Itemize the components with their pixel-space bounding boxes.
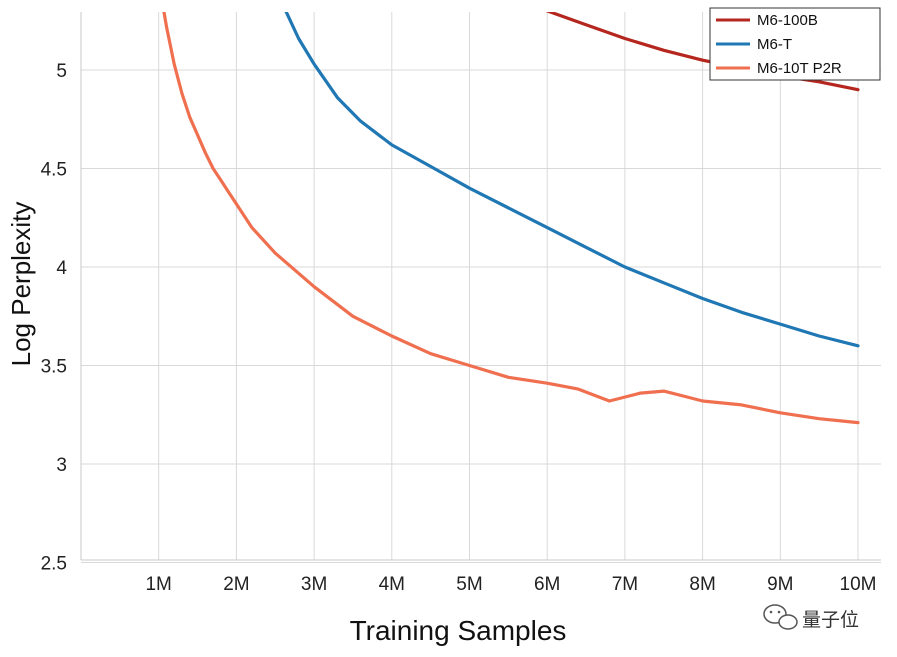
x-tick-label: 5M <box>456 574 482 595</box>
legend-label-m6-10t-p2r: M6-10T P2R <box>757 60 842 77</box>
x-tick-label: 10M <box>840 574 877 595</box>
x-tick-label: 6M <box>534 574 560 595</box>
x-tick-labels: 1M 2M 3M 4M 5M 6M 7M 8M 9M 10M <box>145 574 876 595</box>
y-axis-title: Log Perplexity <box>6 202 36 367</box>
y-tick-label: 3 <box>56 455 67 476</box>
series-line-m6-10t-p2r <box>162 12 860 425</box>
y-tick-labels: 2.533.544.555.566.57 <box>41 61 68 575</box>
legend-label-m6-100b: M6-100B <box>757 12 818 29</box>
y-tick-label: 3.5 <box>41 357 67 378</box>
x-tick-label: 1M <box>145 574 171 595</box>
x-tick-label: 9M <box>767 574 793 595</box>
x-tick-label: 7M <box>612 574 638 595</box>
x-tick-label: 2M <box>223 574 249 595</box>
x-axis-title: Training Samples <box>350 615 567 646</box>
x-tick-label: 3M <box>301 574 327 595</box>
x-tick-label: 8M <box>689 574 715 595</box>
axes <box>80 12 881 561</box>
grid <box>81 12 881 563</box>
y-tick-label: 2.5 <box>41 554 67 575</box>
legend-label-m6-t: M6-T <box>757 36 792 53</box>
y-tick-label: 5 <box>56 61 67 82</box>
wechat-icon <box>763 604 798 630</box>
y-tick-label: 4.5 <box>41 160 67 181</box>
watermark-text: 量子位 <box>802 609 859 631</box>
x-tick-label: 4M <box>379 574 405 595</box>
watermark: 量子位 <box>763 604 859 631</box>
series-line-m6-t <box>284 12 860 348</box>
legend: M6-100B M6-T M6-10T P2R <box>709 7 881 81</box>
y-tick-label: 4 <box>56 258 67 279</box>
